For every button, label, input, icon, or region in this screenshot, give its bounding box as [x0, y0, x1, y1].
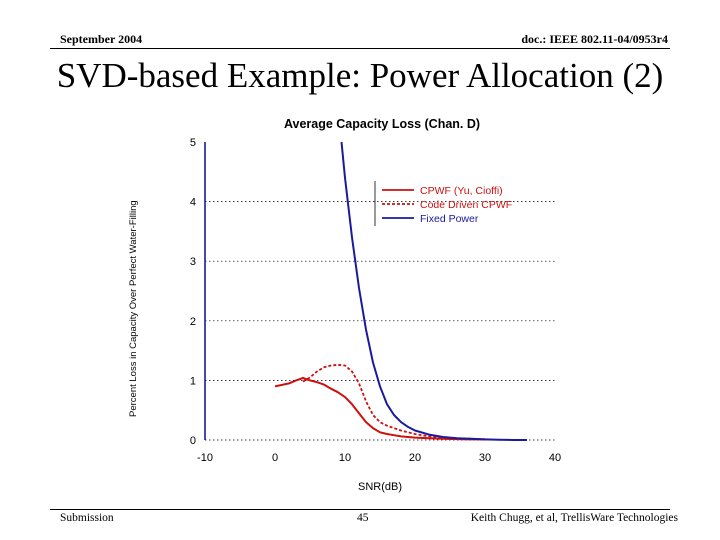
series-line-2	[302, 363, 486, 441]
legend-label-2: Code Driven CPWF	[420, 199, 512, 211]
footer-authors: Keith Chugg, et al, TrellisWare Technolo…	[470, 512, 678, 524]
x-tick-label: -10	[197, 452, 213, 464]
y-tick-label: 3	[190, 256, 196, 268]
series-lines	[274, 141, 527, 441]
x-axis-label: SNR(dB)	[358, 481, 402, 493]
legend-label-3: Fixed Power	[420, 213, 479, 225]
slide-title: SVD-based Example: Power Allocation (2)	[56, 56, 664, 95]
x-tick-label: 0	[272, 452, 278, 464]
x-tick-label: 20	[409, 452, 421, 464]
x-tick-label: 40	[549, 452, 561, 464]
header-date: September 2004	[60, 32, 143, 46]
footer-submission: Submission	[60, 512, 114, 524]
page-number: 45	[357, 512, 369, 524]
y-tick-label: 4	[190, 197, 196, 209]
y-tick-label: 0	[190, 435, 196, 447]
grid-lines	[205, 201, 555, 381]
series-line-3	[340, 141, 527, 441]
x-tick-label: 10	[339, 452, 351, 464]
series-line-1	[274, 377, 485, 441]
chart-title: Average Capacity Loss (Chan. D)	[284, 117, 480, 131]
footer-rule	[50, 509, 670, 510]
legend-label-1: CPWF (Yu, Cioffi)	[420, 185, 503, 197]
y-tick-label: 2	[190, 316, 196, 328]
header-rule	[50, 48, 670, 49]
y-tick-label: 5	[190, 137, 196, 149]
header-doc-id: doc.: IEEE 802.11-04/0953r4	[521, 32, 668, 46]
legend: CPWF (Yu, Cioffi) Code Driven CPWF Fixed P…	[374, 181, 512, 226]
y-axis-label: Percent Loss in Capacity Over Perfect Wa…	[128, 200, 139, 417]
x-tick-label: 30	[479, 452, 491, 464]
y-tick-label: 1	[190, 375, 196, 387]
